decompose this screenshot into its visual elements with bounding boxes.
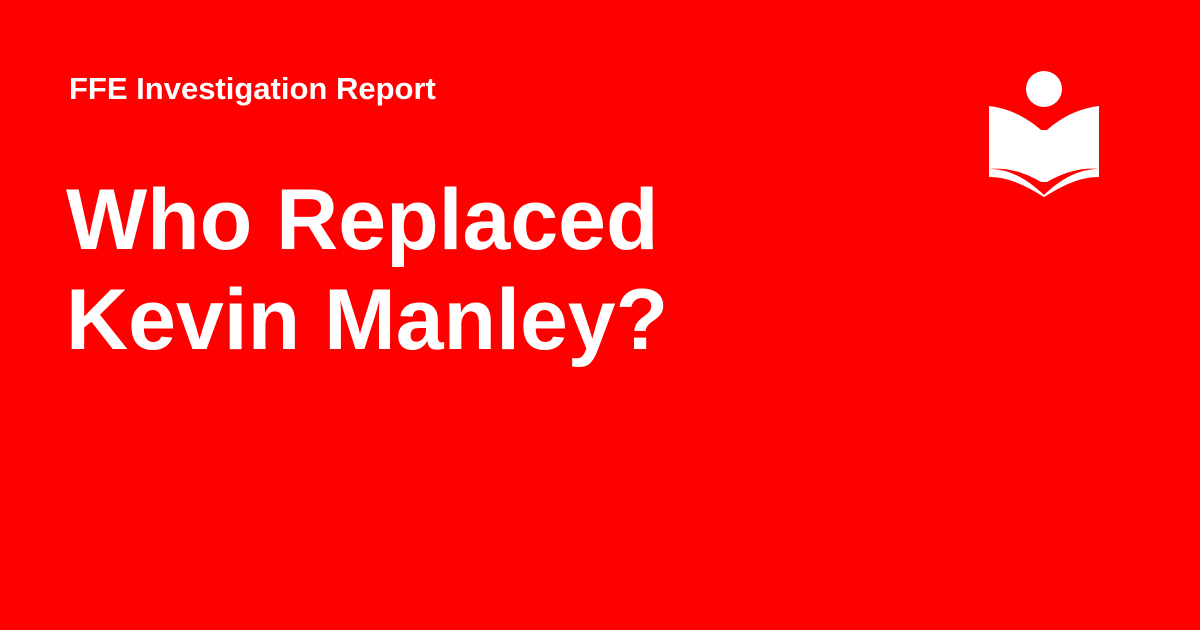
headline: Who Replaced Kevin Manley? (66, 170, 886, 370)
headline-line-1: Who Replaced (66, 172, 659, 268)
report-label: FFE Investigation Report (69, 71, 436, 106)
headline-line-2: Kevin Manley? (66, 272, 669, 368)
reader-book-icon (989, 71, 1099, 197)
